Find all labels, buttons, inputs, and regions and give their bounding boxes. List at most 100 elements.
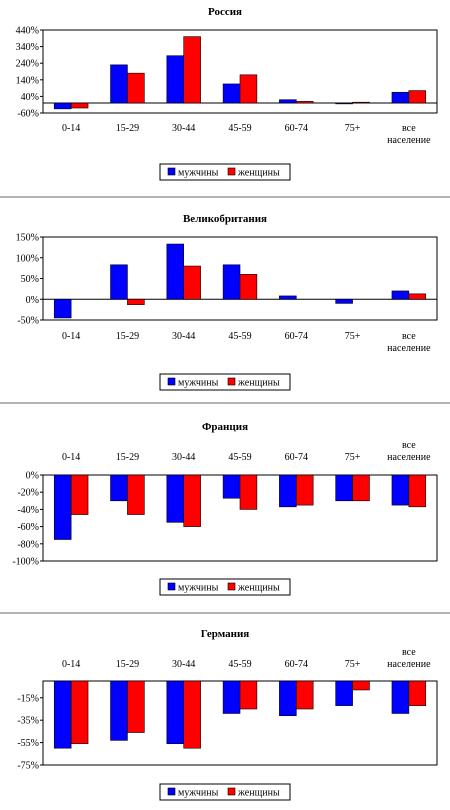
legend-label: мужчины [178, 788, 219, 799]
y-tick-label: 40% [21, 92, 39, 103]
bar-women [352, 680, 370, 691]
category-label: 0-14 [62, 331, 80, 342]
y-tick-label: -35% [17, 716, 39, 727]
legend-label: мужчины [178, 378, 219, 389]
chart-title: Россия [208, 6, 242, 18]
category-label: 75+ [345, 331, 361, 342]
category-label: 75+ [345, 659, 361, 670]
bar-women [70, 102, 89, 109]
bar-men [391, 290, 410, 300]
bar-women [408, 293, 427, 300]
bar-women [295, 474, 314, 506]
bar-women [239, 74, 258, 104]
chart-title: Франция [202, 421, 248, 433]
bar-men [335, 680, 353, 706]
bar-women [295, 101, 314, 104]
legend-label: женщины [237, 583, 280, 594]
category-label: 60-74 [285, 331, 308, 342]
category-label: 15-29 [116, 659, 139, 670]
bar-men [335, 474, 353, 502]
bar-women [239, 680, 258, 710]
bar-men [391, 474, 410, 506]
legend-box [159, 578, 291, 596]
bar-men [222, 83, 241, 104]
legend-swatch [227, 582, 236, 591]
legend-swatch [167, 167, 176, 176]
bar-men [53, 474, 72, 540]
bar-women [408, 680, 427, 706]
bar-women [239, 274, 258, 300]
bar-men [166, 474, 185, 523]
legend-box [159, 163, 291, 181]
y-tick-label: -80% [17, 539, 39, 550]
y-tick-label: 0% [26, 471, 39, 482]
bar-women [127, 680, 145, 733]
category-label: 30-44 [172, 123, 195, 134]
legend-label: женщины [237, 378, 280, 389]
legend-swatch [227, 377, 236, 386]
legend-label: женщины [237, 168, 280, 179]
category-label: 0-14 [62, 452, 80, 463]
bar-women [183, 474, 201, 527]
category-label: 45-59 [228, 452, 251, 463]
category-label: 45-59 [228, 123, 251, 134]
chart-panel-1: Россия -60% 40% 140% 240% 340% 440% 0-14 15-29 30… [16, 6, 438, 181]
legend-label: женщины [237, 788, 280, 799]
bar-women [127, 72, 145, 104]
category-label: 45-59 [228, 331, 251, 342]
bar-women [183, 680, 201, 749]
bar-men [110, 264, 128, 300]
y-tick-label: -60% [17, 109, 39, 120]
chart-panel-3: Франция -100% -80% -60% -40% -20% 0% 0-14 15-29 3… [12, 421, 438, 596]
category-label: 75+ [345, 123, 361, 134]
legend-swatch [167, 377, 176, 386]
category-label: 30-44 [172, 659, 195, 670]
bar-men [391, 680, 410, 714]
category-label: 75+ [345, 452, 361, 463]
legend-swatch [167, 787, 176, 796]
legend-swatch [227, 167, 236, 176]
legend-box [159, 373, 291, 391]
plot-area [42, 29, 438, 114]
bar-women [352, 101, 370, 104]
y-tick-label: 150% [16, 233, 39, 244]
legend: мужчины женщины [159, 578, 291, 596]
y-tick-label: -55% [17, 738, 39, 749]
bar-men [279, 295, 297, 300]
category-label: население [387, 343, 431, 354]
y-tick-label: -15% [17, 693, 39, 704]
bar-men [222, 264, 241, 300]
y-tick-label: 240% [16, 59, 39, 70]
bar-women [408, 474, 427, 508]
category-label: 0-14 [62, 123, 80, 134]
category-label: 60-74 [285, 123, 308, 134]
category-label: все [402, 647, 416, 658]
category-label: 60-74 [285, 659, 308, 670]
y-tick-label: 0% [26, 295, 39, 306]
category-label: 0-14 [62, 659, 80, 670]
category-label: 60-74 [285, 452, 308, 463]
legend: мужчины женщины [159, 783, 291, 801]
legend: мужчины женщины [159, 163, 291, 181]
y-tick-label: -20% [17, 488, 39, 499]
bar-women [127, 474, 145, 515]
category-label: население [387, 135, 431, 146]
bar-men [166, 55, 185, 104]
legend-swatch [227, 787, 236, 796]
y-tick-label: 440% [16, 26, 39, 37]
bar-women [183, 36, 201, 104]
bar-women [70, 680, 89, 745]
legend-box [159, 783, 291, 801]
legend-label: мужчины [178, 168, 219, 179]
bar-men [335, 298, 353, 304]
bar-women [295, 680, 314, 710]
y-tick-label: -100% [12, 557, 39, 568]
bar-women [352, 474, 370, 502]
bar-men [279, 99, 297, 104]
bar-men [222, 680, 241, 714]
y-tick-label: -60% [17, 522, 39, 533]
y-tick-label: -75% [17, 761, 39, 772]
y-tick-label: 100% [16, 253, 39, 264]
bar-men [391, 91, 410, 104]
